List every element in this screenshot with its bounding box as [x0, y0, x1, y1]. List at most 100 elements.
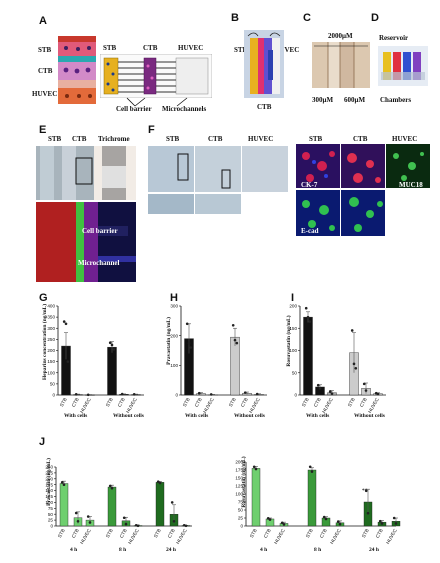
h-data-point [235, 341, 239, 345]
channel-width-right: 600μM [344, 96, 366, 104]
j-left-category-label: CTB [167, 528, 177, 539]
i-bar [303, 316, 313, 396]
panel-letter-j: J [39, 436, 46, 448]
i-data-point [304, 306, 308, 310]
j-right-category-label: CTB [319, 528, 329, 539]
j-left-data-point [158, 481, 162, 485]
i-category-label: HUVEC [367, 397, 381, 415]
h-data-point [255, 392, 259, 396]
i-y-tick-label: 50 [292, 370, 298, 375]
j-left-time-4h: 4 h [70, 547, 78, 553]
g-group1: With cells [64, 413, 88, 419]
j-right-y-tick-label: 150 [235, 476, 243, 481]
j-right-data-point [392, 516, 396, 520]
j-right-time-4h: 4 h [260, 547, 268, 553]
j-right-category-label: HUVEC [385, 528, 399, 546]
channel-micrograph [312, 42, 370, 88]
fluorescence-barrier-image [36, 202, 136, 282]
layer-label-huvec: HUVEC [32, 90, 58, 98]
i-category-label: CTB [313, 397, 323, 408]
h-category-label: HUVEC [202, 397, 216, 415]
j-left-y-tick-label: 250 [45, 465, 53, 470]
j-right-data-point [366, 511, 370, 515]
h-data-point [233, 338, 237, 342]
chip-col-huvec: HUVEC [178, 44, 204, 52]
device-label-huvec: HUVEC [274, 46, 300, 54]
i-data-point [354, 367, 358, 370]
i-category-label: STB [347, 397, 357, 408]
g-y-tick-label: 200 [47, 348, 55, 353]
chip-col-stb: STB [103, 44, 117, 52]
g-y-tick-label: 50 [50, 381, 56, 386]
g-data-point [108, 341, 112, 345]
j-left-time-8h: 8 h [119, 547, 127, 553]
h-data-point [243, 391, 247, 394]
j-right-category-label: CTB [263, 528, 273, 539]
h-group2: Without cells [234, 413, 265, 419]
j-left-data-point [108, 484, 112, 488]
h-category-label: CTB [240, 397, 250, 408]
placenta-layer-illustration [58, 36, 96, 104]
i-category-label: CTB [359, 397, 369, 408]
h-y-tick-label: 100 [170, 363, 178, 368]
g-data-point [62, 320, 66, 323]
i-data-point [364, 389, 368, 392]
j-left-data-point [172, 519, 176, 523]
j-left-y-tick-label: 100 [45, 500, 53, 505]
i-data-point [318, 387, 322, 390]
j-left-data-point [88, 521, 92, 524]
j-left-data-point [124, 522, 128, 526]
dyed-device-photo [244, 30, 284, 98]
f-col-ctb: CTB [208, 135, 223, 143]
chambers-label: Chambers [380, 96, 412, 104]
i-data-point [350, 329, 354, 332]
j-left-y-tick-label: 75 [48, 506, 54, 511]
f-fluo-col-huvec: HUVEC [392, 135, 418, 143]
i-category-label: STB [301, 397, 311, 408]
brightfield-micrographs [148, 146, 288, 214]
panel-letter-a: A [39, 15, 47, 27]
g-category-label: CTB [117, 397, 127, 408]
j-right-data-point [308, 465, 312, 469]
j-left-y-tick-label: 50 [48, 512, 54, 517]
j-left-y-tick-label: 150 [45, 488, 53, 493]
g-y-tick-label: 350 [47, 315, 55, 320]
j-right-data-point [364, 489, 368, 493]
j-left-category-label: STB [105, 528, 115, 539]
j-right-data-point [266, 517, 270, 520]
h-category-label: STB [228, 397, 238, 408]
device-label-ctb: CTB [257, 103, 272, 111]
j-left-bar [107, 486, 117, 527]
g-data-point [86, 393, 90, 397]
h-data-point [185, 322, 189, 326]
j-left-data-point [122, 516, 126, 520]
device-label-stb: STB [234, 46, 248, 54]
j-right-category-label: HUVEC [329, 528, 343, 546]
j-right-y-tick-label: 200 [235, 460, 243, 465]
i-y-tick-label: 100 [289, 348, 297, 353]
j-right-time-24h: 24 h [369, 547, 379, 553]
j-left-bar [155, 482, 165, 527]
f-col-stb: STB [166, 135, 180, 143]
microchannel-schematic [100, 54, 212, 98]
g-y-tick-label: 250 [47, 337, 55, 342]
j-right-data-point [268, 518, 272, 521]
j-right-y-tick-label: 125 [235, 484, 243, 489]
i-data-point [316, 383, 320, 387]
h-group1: With cells [185, 413, 209, 419]
j-right-data-point [378, 519, 382, 523]
g-data-point [74, 393, 78, 396]
j-right-y-tick-label: 0 [240, 524, 243, 529]
i-data-point [362, 382, 366, 386]
h-category-label: CTB [194, 397, 204, 408]
i-category-label: HUVEC [321, 397, 335, 415]
j-left-category-label: STB [57, 528, 67, 539]
j-right-data-point [310, 470, 314, 473]
g-data-point [132, 393, 136, 396]
panel-letter-g: G [39, 292, 48, 304]
j-right-y-tick-label: 175 [235, 468, 243, 473]
channel-width-top: 2000μM [328, 32, 353, 40]
panel-letter-d: D [371, 12, 379, 24]
ck7-label: CK-7 [301, 181, 318, 189]
